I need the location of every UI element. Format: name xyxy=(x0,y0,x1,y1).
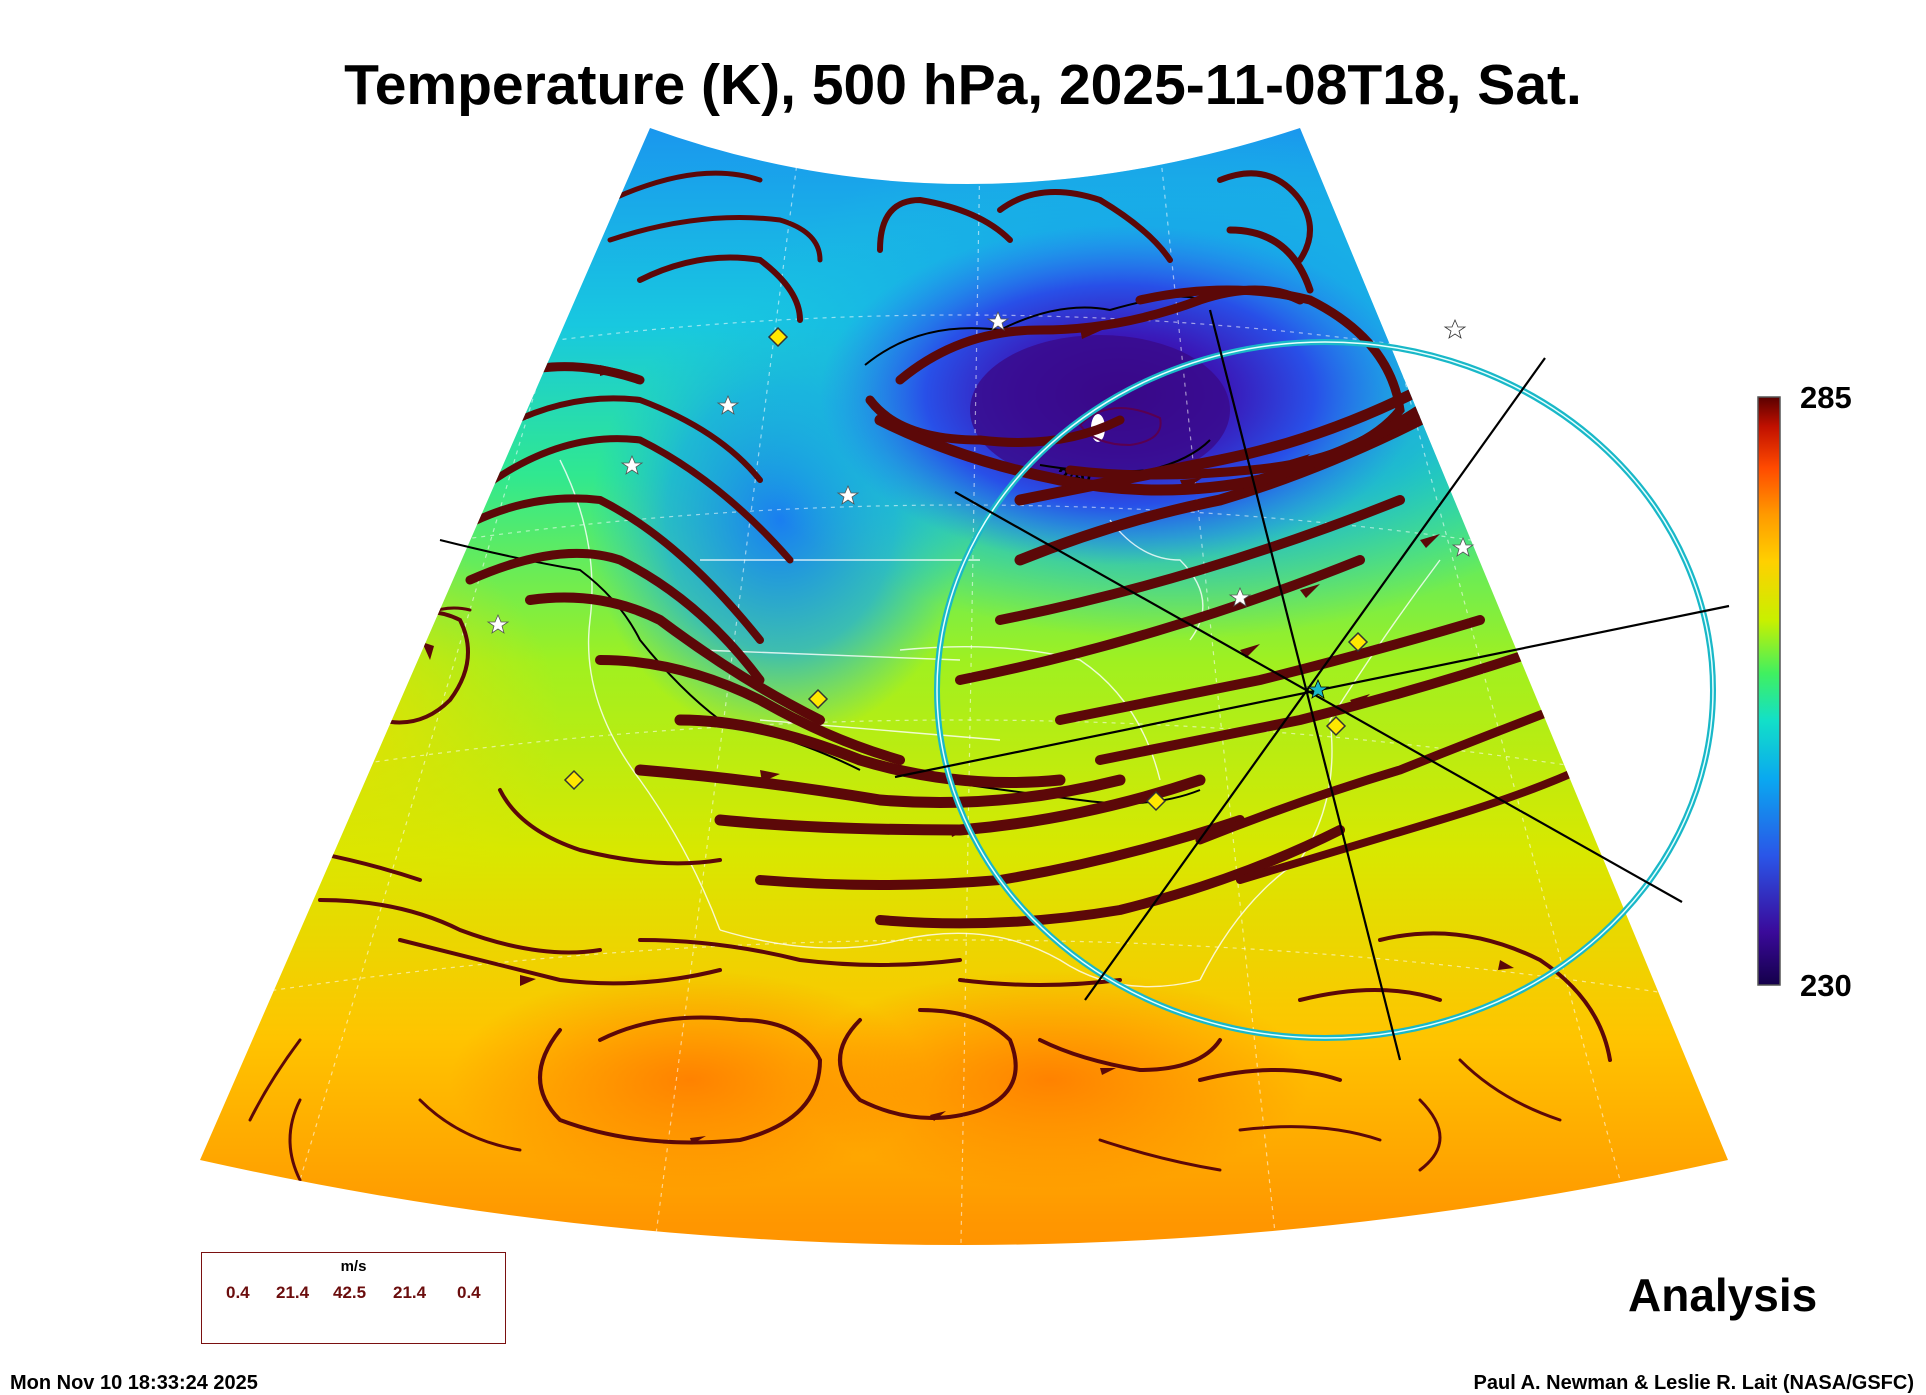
colorbar-max-label: 285 xyxy=(1800,380,1852,415)
center-star xyxy=(1306,678,1330,699)
map-title: Temperature (K), 500 hPa, 2025-11-08T18,… xyxy=(344,53,1582,117)
section-lines xyxy=(894,309,1730,1061)
legend-speed: 0.4 xyxy=(457,1283,481,1302)
legend-speed: 0.4 xyxy=(226,1283,250,1302)
timestamp: Mon Nov 10 18:33:24 2025 xyxy=(10,1372,258,1394)
legend-speed: 21.4 xyxy=(393,1283,427,1302)
legend-speed: 21.4 xyxy=(276,1283,310,1302)
selection-ring xyxy=(934,339,1716,1041)
colorbar-min-label: 230 xyxy=(1800,968,1852,1003)
legend-speed: 42.5 xyxy=(333,1283,367,1302)
product-label: Analysis xyxy=(1628,1269,1818,1321)
wind-speed-legend: m/s 0.4 21.4 42.5 21.4 0.4 xyxy=(201,1252,506,1344)
streamlines xyxy=(248,170,1612,1182)
credit: Paul A. Newman & Leslie R. Lait (NASA/GS… xyxy=(1473,1372,1914,1394)
station-stars xyxy=(486,310,1475,634)
colorbar xyxy=(1757,396,1781,986)
legend-units: m/s xyxy=(340,1258,367,1275)
station-diamonds xyxy=(563,326,1369,812)
